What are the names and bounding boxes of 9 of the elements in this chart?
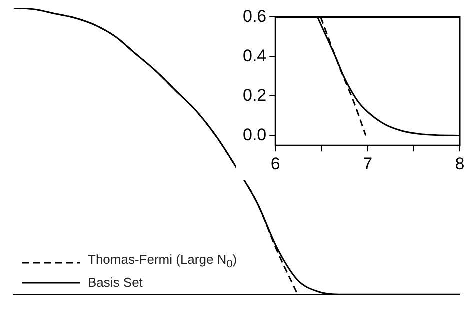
legend-label: Basis Set (88, 274, 143, 291)
y-tick-label: 0.4 (242, 46, 267, 66)
legend-label: Thomas-Fermi (Large N$_{0}$) (88, 251, 238, 273)
y-tick-label: 0.2 (242, 86, 267, 105)
x-tick-label: 7 (363, 154, 373, 174)
y-tick-label: 0.6 (242, 6, 267, 26)
x-tick-label: 8 (455, 154, 465, 174)
x-tick-label: 6 (270, 154, 280, 174)
y-tick-label: 0.0 (242, 125, 267, 144)
